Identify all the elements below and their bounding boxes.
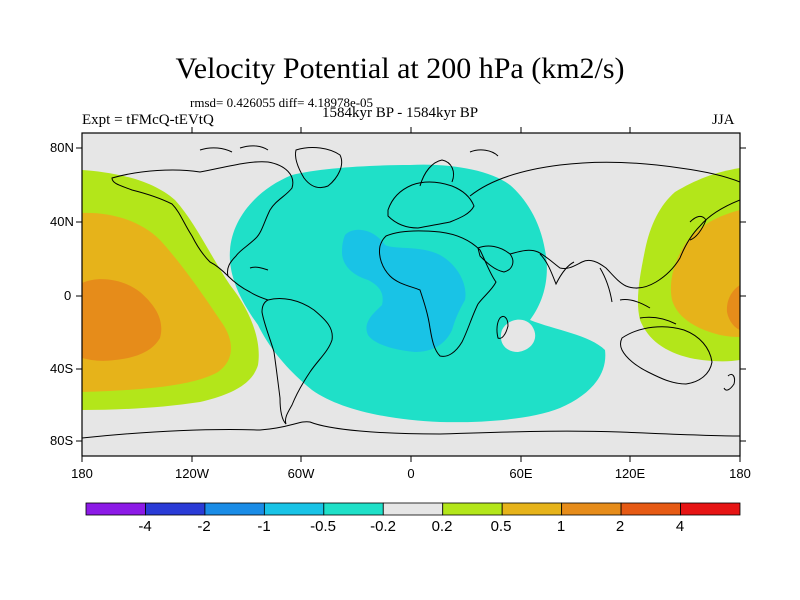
coast-africa: [379, 230, 497, 357]
stats-label: rmsd= 0.426055 diff= 4.18978e-05: [190, 95, 374, 110]
lat-label-40n: 40N: [50, 214, 74, 229]
experiment-label: Expt = tFMcQ-tEVtQ: [82, 112, 214, 128]
colorbar-label: -4: [138, 518, 152, 535]
colorbar-box: [204, 502, 265, 516]
lon-label-180e: 180: [729, 466, 751, 481]
negative-core-atlantic: [342, 229, 466, 352]
coast-greenland: [295, 147, 343, 189]
lon-label-120e: 120E: [614, 466, 646, 481]
coast-asia: [469, 161, 740, 289]
period-label: 1584kyr BP - 1584kyr BP: [322, 105, 479, 121]
positive-core-west-pacific: [726, 285, 740, 330]
coast-new-zealand: [723, 373, 735, 391]
coastlines: [82, 145, 740, 439]
colorbar-box: [323, 502, 384, 516]
coast-caribbean: [249, 266, 269, 271]
colorbar-box: [620, 502, 681, 516]
colorbar-label: 4: [675, 518, 685, 535]
lon-label-60w: 60W: [287, 466, 315, 481]
lon-label-120w: 120W: [175, 466, 209, 481]
colorbar-box: [85, 502, 146, 516]
lat-label-40s: 40S: [50, 361, 74, 376]
coast-australia: [620, 326, 713, 385]
coast-madagascar: [496, 315, 509, 339]
colorbar-label: 1: [556, 518, 566, 535]
coast-arctic-islands: [199, 145, 499, 157]
colorbar-label: -0.5: [310, 518, 336, 535]
lat-ticks: [76, 147, 746, 442]
colorbar-label: -1: [257, 518, 271, 535]
colorbar-box: [382, 502, 444, 516]
positive-core-pacific: [82, 279, 162, 361]
lon-label-60e: 60E: [509, 466, 533, 481]
neutral-hole-indian-ocean: [500, 319, 536, 352]
lon-label-0: 0: [407, 466, 415, 481]
lat-label-80n: 80N: [50, 140, 74, 155]
coast-japan: [689, 215, 707, 241]
coast-arabia: [477, 245, 514, 273]
colorbar: [85, 502, 741, 516]
coast-southeast-asia: [599, 267, 677, 325]
lon-label-180w: 180: [71, 466, 93, 481]
coast-south-america: [261, 297, 333, 425]
colorbar-box: [145, 502, 206, 516]
coast-antarctica: [82, 421, 740, 439]
colorbar-box: [501, 502, 563, 516]
colorbar-box: [263, 502, 325, 516]
colorbar-label: 0.5: [490, 518, 512, 535]
coast-central-america: [227, 275, 269, 301]
lat-label-80s: 80S: [50, 433, 74, 448]
colorbar-label: -0.2: [370, 518, 396, 535]
colorbar-box: [561, 502, 622, 516]
colorbar-label: -2: [197, 518, 211, 535]
lat-label-0: 0: [64, 288, 72, 303]
coast-india: [539, 253, 575, 286]
chart-title: Velocity Potential at 200 hPa (km2/s): [175, 52, 625, 85]
coast-scandinavia: [419, 159, 455, 187]
colorbar-box: [442, 502, 503, 516]
lon-ticks: [81, 127, 741, 462]
colorbar-label: 0.2: [431, 518, 453, 535]
colorbar-box: [680, 502, 741, 516]
coast-europe: [387, 181, 475, 229]
season-label: JJA: [712, 112, 735, 128]
colorbar-label: 2: [615, 518, 625, 535]
coast-north-america: [111, 161, 294, 278]
